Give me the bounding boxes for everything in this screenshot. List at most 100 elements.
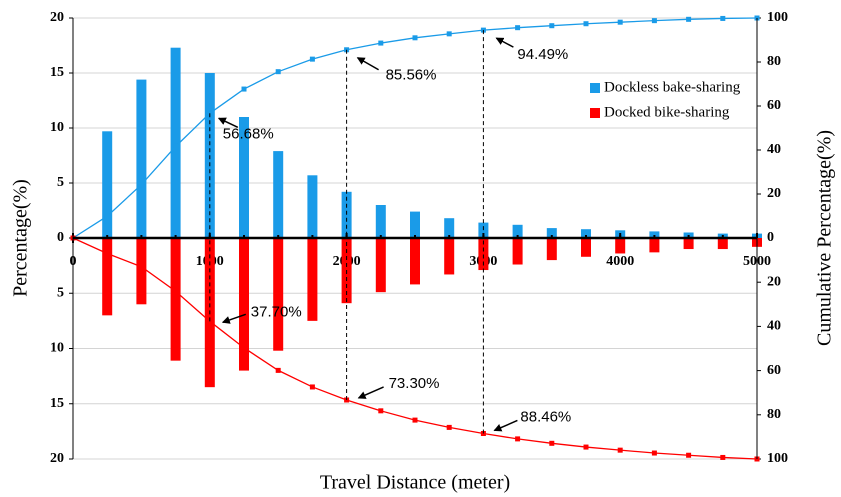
bar: [581, 229, 591, 238]
line-marker: [515, 25, 521, 31]
line-marker: [617, 447, 623, 453]
y2-tick-label: 60: [767, 98, 781, 113]
line-marker: [309, 56, 315, 62]
bar: [136, 238, 147, 305]
bar: [102, 238, 113, 316]
y-tick-label: 20: [50, 10, 64, 25]
line-marker: [720, 454, 726, 460]
line-marker: [549, 440, 555, 446]
line-marker: [378, 408, 384, 414]
y-tick-label: 10: [50, 120, 64, 135]
bar: [444, 218, 455, 238]
line-marker: [446, 424, 452, 430]
y2-tick-label: 40: [767, 319, 781, 334]
bar: [307, 238, 318, 321]
line-marker: [549, 23, 555, 29]
bar: [273, 151, 284, 238]
y2-tick-label: 0: [767, 230, 774, 245]
line-marker: [720, 15, 726, 21]
annotation-label: 56.68%: [223, 125, 274, 142]
y-tick-label: 20: [50, 451, 64, 466]
bar: [341, 191, 352, 238]
legend-label: Dockless bake-sharing: [604, 79, 741, 95]
annotation-arrow: [217, 117, 239, 128]
line-marker: [446, 31, 452, 37]
bar: [546, 238, 557, 261]
line-marker: [378, 40, 384, 46]
bar: [239, 117, 249, 238]
line-marker: [412, 417, 418, 423]
y2-axis-label: Cumulative Percentage(%): [814, 130, 836, 346]
y2-tick-label: 80: [767, 407, 781, 422]
y-tick-label: 15: [50, 396, 64, 411]
y2-tick-label: 100: [767, 451, 788, 466]
annotation-arrow: [221, 313, 247, 324]
line-marker: [515, 436, 521, 442]
bar: [307, 175, 318, 238]
y2-tick-label: 20: [767, 186, 781, 201]
line-marker: [104, 213, 110, 219]
bar: [649, 238, 660, 253]
annotation-label: 37.70%: [251, 303, 302, 320]
bar: [649, 231, 660, 238]
legend-swatch: [590, 83, 600, 93]
bar: [410, 238, 420, 285]
line-marker: [241, 86, 247, 92]
line-marker: [241, 345, 247, 351]
bar: [136, 79, 147, 238]
annotation-label: 88.46%: [520, 408, 571, 425]
x-tick-label: 4000: [606, 254, 634, 269]
y2-tick-label: 100: [767, 10, 788, 25]
line-marker: [583, 21, 589, 27]
line-marker: [651, 18, 657, 24]
line-marker: [173, 288, 179, 294]
annotation-arrow: [356, 57, 379, 71]
bar: [615, 238, 626, 254]
bar: [717, 238, 728, 250]
bar: [478, 222, 489, 238]
y-tick-label: 10: [50, 341, 64, 356]
line-marker: [138, 182, 144, 188]
bar: [444, 238, 455, 275]
line-marker: [583, 444, 589, 450]
bar: [478, 238, 489, 271]
line-marker: [412, 35, 418, 41]
legend-label: Docked bike-sharing: [604, 104, 730, 120]
y-axis-label: Percentage(%): [10, 179, 32, 297]
bar: [683, 238, 694, 250]
annotation-arrow: [495, 37, 514, 48]
line-marker: [686, 16, 692, 22]
bar: [546, 228, 557, 238]
y2-tick-label: 40: [767, 142, 781, 157]
bar: [239, 238, 249, 371]
y-tick-label: 5: [57, 285, 64, 300]
bar: [512, 224, 523, 238]
annotation-label: 85.56%: [386, 67, 437, 84]
annotation-arrow: [493, 419, 518, 432]
y-tick-label: 0: [57, 230, 64, 245]
annotation-arrow: [357, 386, 384, 399]
y2-tick-label: 80: [767, 54, 781, 69]
line-marker: [651, 450, 657, 456]
bar: [170, 238, 181, 361]
line-marker: [686, 452, 692, 458]
line-marker: [275, 367, 281, 373]
line-marker: [275, 69, 281, 75]
y2-tick-label: 20: [767, 274, 781, 289]
bar: [375, 238, 386, 293]
bar: [512, 238, 523, 265]
line-marker: [138, 264, 144, 270]
y-tick-label: 5: [57, 175, 64, 190]
line-marker: [173, 143, 179, 149]
bar: [102, 131, 113, 238]
x-axis-label: Travel Distance (meter): [320, 472, 510, 494]
y-tick-label: 15: [50, 65, 64, 80]
legend-swatch: [590, 108, 600, 118]
bar: [410, 211, 420, 238]
annotation-label: 94.49%: [517, 46, 568, 63]
bar: [375, 205, 386, 238]
bar: [273, 238, 284, 351]
annotation-label: 73.30%: [389, 375, 440, 392]
line-marker: [617, 19, 623, 25]
